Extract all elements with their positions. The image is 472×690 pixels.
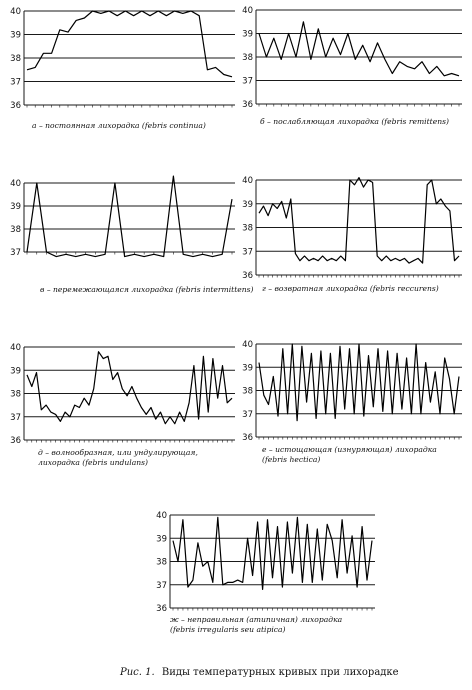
tick-label-a-38: 38	[10, 54, 21, 64]
tick-label-zh-37: 37	[156, 581, 167, 591]
tick-label-g-37: 37	[242, 247, 253, 257]
temperature-curve-v	[26, 175, 233, 258]
chart-panel-a: 36 37 38 39 40	[10, 7, 235, 111]
tick-label-d-38: 38	[10, 390, 21, 400]
caption-b-line-1: б – послабляющая лихорадка (febris remit…	[260, 117, 449, 126]
tick-label-b-38: 38	[242, 53, 253, 63]
caption-d-line-2: лихорадка (febris undulans)	[38, 458, 148, 467]
tick-label-v-40: 40	[10, 179, 21, 189]
caption-e-line-2: (febris hectica)	[262, 455, 320, 464]
figure-title: Рис. 1. Виды температурных кривых при ли…	[119, 667, 399, 678]
tick-label-g-38: 38	[242, 224, 253, 234]
tick-label-g-36: 36	[242, 271, 253, 281]
tick-label-e-36: 36	[242, 433, 253, 443]
tick-label-e-39: 39	[242, 363, 253, 373]
tick-label-g-39: 39	[242, 200, 253, 210]
tick-label-g-40: 40	[242, 176, 253, 186]
tick-label-a-37: 37	[10, 78, 21, 88]
chart-panel-v: 37 38 39 40	[10, 175, 235, 258]
tick-label-d-39: 39	[10, 366, 21, 376]
tick-label-a-40: 40	[10, 7, 21, 17]
tick-label-e-37: 37	[242, 410, 253, 420]
tick-label-d-36: 36	[10, 436, 21, 446]
caption-v-line-1: в – перемежающаяся лихорадка (febris int…	[40, 285, 254, 294]
chart-panel-b: 36 37 38 39 40	[242, 6, 462, 110]
tick-label-e-38: 38	[242, 387, 253, 397]
caption-a-line-1: а – постоянная лихорадка (febris continu…	[32, 121, 206, 130]
temperature-curve-d	[26, 351, 233, 425]
figure-title-text: Виды температурных кривых при лихорадке	[162, 667, 399, 678]
caption-zh-line-1: ж – неправильная (атипичная) лихорадка	[170, 615, 343, 624]
chart-panel-d: 36 37 38 39 40	[10, 343, 235, 446]
tick-label-zh-39: 39	[156, 534, 167, 544]
caption-d-line-1: д – волнообразная, или ундулирующая,	[38, 448, 198, 457]
tick-label-v-38: 38	[10, 225, 21, 235]
caption-zh-line-2: (febris irregularis seu atipica)	[170, 625, 286, 634]
temperature-curve-a	[26, 10, 233, 78]
chart-panel-e: 36 37 38 39 40	[242, 340, 462, 443]
temperature-curve-zh	[172, 516, 373, 591]
temperature-curve-g	[258, 177, 460, 264]
tick-label-b-39: 39	[242, 30, 253, 40]
temperature-curve-b	[258, 21, 460, 77]
tick-label-b-36: 36	[242, 100, 253, 110]
chart-panel-g: 36 37 38 39 40	[242, 176, 462, 281]
tick-label-b-37: 37	[242, 77, 253, 87]
tick-label-a-36: 36	[10, 101, 21, 111]
temperature-curve-e	[258, 343, 460, 422]
figure-label: Рис. 1.	[119, 667, 155, 678]
tick-label-v-37: 37	[10, 248, 21, 258]
tick-label-d-40: 40	[10, 343, 21, 353]
chart-panel-zh: 36 37 38 39 40	[156, 511, 375, 614]
tick-label-zh-40: 40	[156, 511, 167, 521]
chart-panels: 3637383940363738394037383940363738394036…	[10, 6, 462, 614]
tick-label-a-39: 39	[10, 31, 21, 41]
tick-label-d-37: 37	[10, 413, 21, 423]
tick-label-e-40: 40	[242, 340, 253, 350]
caption-g-line-1: г – возвратная лихорадка (febris reccure…	[262, 284, 439, 293]
caption-e-line-1: е – истощающая (изнуряющая) лихорадка	[262, 445, 437, 454]
tick-label-b-40: 40	[242, 6, 253, 16]
tick-label-zh-36: 36	[156, 604, 167, 614]
tick-label-v-39: 39	[10, 202, 21, 212]
tick-label-zh-38: 38	[156, 558, 167, 568]
